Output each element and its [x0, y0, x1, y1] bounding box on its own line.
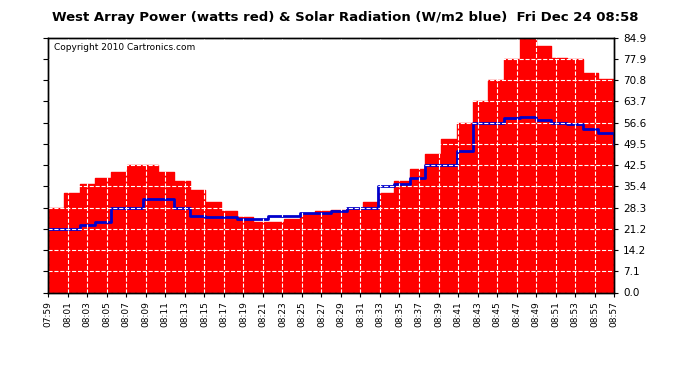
- Text: Copyright 2010 Cartronics.com: Copyright 2010 Cartronics.com: [54, 43, 195, 52]
- Text: West Array Power (watts red) & Solar Radiation (W/m2 blue)  Fri Dec 24 08:58: West Array Power (watts red) & Solar Rad…: [52, 11, 638, 24]
